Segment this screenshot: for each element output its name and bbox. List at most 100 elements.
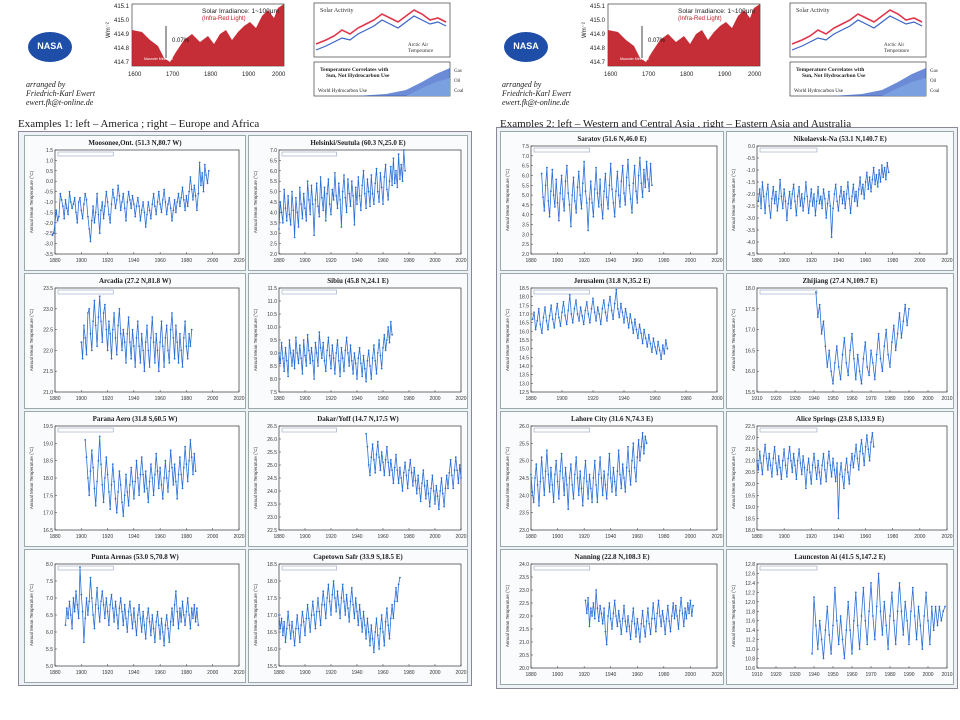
data-point <box>539 480 542 483</box>
x-tick-label: 1960 <box>377 670 388 676</box>
data-point <box>113 312 115 314</box>
data-point <box>138 205 140 208</box>
data-point <box>815 478 818 481</box>
data-point <box>660 625 663 628</box>
data-point <box>822 188 825 191</box>
data-point <box>757 469 760 471</box>
data-point <box>169 449 172 452</box>
data-point <box>321 603 323 606</box>
data-point <box>768 452 771 455</box>
x-tick-label: 1920 <box>325 670 336 676</box>
data-point <box>840 462 842 464</box>
data-point <box>583 160 585 163</box>
data-point <box>780 478 783 481</box>
data-point <box>172 624 175 627</box>
x-tick-label: 1960 <box>155 670 166 676</box>
data-point <box>847 600 850 603</box>
credit-line-2-right: Friedrich-Karl Ewert <box>502 89 572 98</box>
data-point <box>304 634 306 637</box>
x-tick-label: 1920 <box>325 534 336 540</box>
data-point <box>599 323 602 326</box>
credit-line-3-right: ewert.fk@t-online.de <box>502 98 570 107</box>
data-point <box>85 199 88 201</box>
data-point <box>352 194 354 197</box>
data-point <box>194 470 197 472</box>
data-point <box>366 178 369 180</box>
data-point <box>175 324 177 327</box>
irradiance-pct-right: 0.07% <box>648 38 666 44</box>
data-point <box>828 450 830 453</box>
y-tick-label: 23.5 <box>519 511 529 517</box>
data-point <box>588 625 591 628</box>
data-point <box>607 304 610 307</box>
data-point <box>548 491 551 493</box>
data-point <box>177 473 180 476</box>
data-point <box>795 478 798 481</box>
data-point <box>565 323 568 326</box>
data-point <box>154 473 156 476</box>
data-point <box>65 207 68 210</box>
data-point <box>554 313 557 315</box>
data-point <box>193 603 196 606</box>
station-chart-dakar-yoff: Dakar/Yoff (14.7 N,17.5 W) 26.5 26.0 25.5 25… <box>248 411 468 547</box>
data-point <box>159 466 162 469</box>
y-tick-label: 22.0 <box>519 614 529 620</box>
data-point <box>315 182 318 185</box>
data-point <box>796 195 799 198</box>
irradiance-title-1-right: Solar Irradiance: 1~100μm <box>678 8 755 15</box>
y-tick-label: 11.5 <box>268 286 278 292</box>
data-point <box>85 353 88 356</box>
data-point <box>154 641 156 644</box>
data-point <box>285 627 288 630</box>
y-tick-label: 21.0 <box>43 390 53 396</box>
data-point <box>558 219 560 222</box>
data-point <box>362 610 365 613</box>
data-point <box>182 466 185 469</box>
data-point <box>51 234 54 237</box>
data-point <box>855 190 857 193</box>
y-tick-label: 26.0 <box>519 424 529 430</box>
x-tick-label: 1900 <box>76 670 87 676</box>
y-tick-label: 16.5 <box>745 348 755 354</box>
series-line <box>278 149 406 238</box>
y-tick-label: 17.5 <box>43 493 53 499</box>
data-point <box>625 466 628 469</box>
data-point <box>631 459 633 462</box>
data-point <box>100 463 102 465</box>
data-point <box>151 477 154 479</box>
data-point <box>391 603 393 606</box>
data-point <box>358 194 361 197</box>
y-tick-label: 6.5 <box>46 613 53 619</box>
legend-box <box>281 565 337 571</box>
station-chart-saratov: Saratov (51.6 N,46.0 E) 7.5 7.0 6.5 6.0 5.5 5.… <box>500 131 724 271</box>
data-point <box>589 607 592 610</box>
data-point <box>356 610 358 613</box>
data-point <box>841 638 844 641</box>
data-point <box>352 603 354 606</box>
data-point <box>592 297 594 300</box>
data-point <box>179 205 181 208</box>
data-point <box>426 479 429 482</box>
x-tick-label: 2000 <box>914 534 925 540</box>
legend-box <box>57 151 114 157</box>
data-point <box>324 219 327 222</box>
y-tick-label: 1.0 <box>46 158 53 164</box>
data-point <box>380 451 383 453</box>
data-point <box>374 471 377 474</box>
x-tick-label: 1920 <box>325 258 336 264</box>
data-point <box>314 199 317 201</box>
data-point <box>109 603 112 606</box>
data-point <box>592 215 595 218</box>
data-point <box>109 221 112 224</box>
y-tick-label: 5.0 <box>522 193 529 199</box>
chart-title: Arcadia (27.2 N,81.8 W) <box>99 277 172 285</box>
data-point <box>636 456 639 459</box>
data-point <box>821 207 823 210</box>
chart-svg: Dakar/Yoff (14.7 N,17.5 W)26.526.025.525… <box>253 415 467 540</box>
data-point <box>609 617 612 620</box>
data-point <box>552 194 555 196</box>
data-point <box>311 600 314 603</box>
y-tick-label: 0.5 <box>46 169 53 175</box>
nasa-logo-text: NASA <box>37 41 63 51</box>
data-point <box>807 212 810 215</box>
